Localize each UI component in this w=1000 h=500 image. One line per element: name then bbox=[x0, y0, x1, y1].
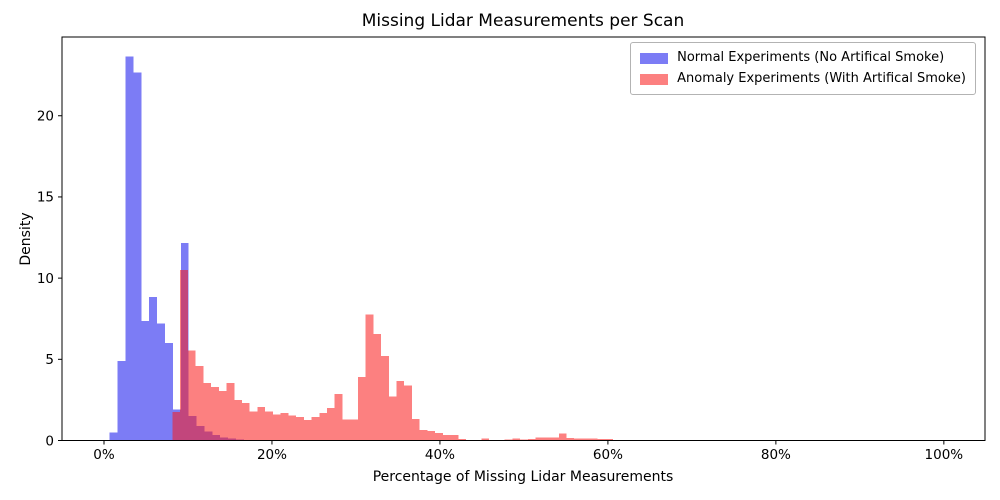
anomaly-bin-37 bbox=[458, 438, 467, 441]
legend-item-anomaly: Anomaly Experiments (With Artifical Smok… bbox=[640, 71, 966, 87]
anomaly-bin-8 bbox=[234, 399, 242, 441]
y-tick-label-0: 0 bbox=[45, 433, 54, 449]
normal-histogram-bars bbox=[109, 56, 244, 441]
anomaly-bin-49 bbox=[551, 437, 559, 441]
anomaly-bin-48 bbox=[543, 437, 552, 441]
x-tick-label-60%: 60% bbox=[593, 447, 623, 463]
y-tick-label-15: 15 bbox=[37, 190, 54, 206]
x-tick-label-0%: 0% bbox=[93, 447, 115, 463]
anomaly-bin-15 bbox=[288, 415, 297, 441]
anomaly-bin-14 bbox=[280, 412, 289, 441]
normal-bin-5 bbox=[149, 296, 158, 441]
anomaly-bin-0 bbox=[172, 412, 181, 441]
anomaly-bin-18 bbox=[311, 416, 320, 441]
anomaly-bin-25 bbox=[365, 314, 374, 441]
anomaly-bin-13 bbox=[272, 414, 281, 441]
anomaly-bin-26 bbox=[373, 334, 382, 441]
anomaly-bin-3 bbox=[195, 365, 204, 441]
anomaly-bin-17 bbox=[303, 420, 312, 441]
anomaly-bin-56 bbox=[605, 439, 613, 441]
anomaly-bin-24 bbox=[357, 377, 366, 441]
y-tick-label-5: 5 bbox=[45, 352, 54, 368]
anomaly-series-swatch bbox=[640, 73, 669, 85]
anomaly-bin-33 bbox=[427, 431, 436, 441]
anomaly-bin-16 bbox=[296, 416, 304, 441]
anomaly-bin-1 bbox=[180, 270, 188, 441]
anomaly-bin-23 bbox=[350, 419, 358, 441]
anomaly-bin-21 bbox=[334, 394, 343, 441]
anomaly-bin-52 bbox=[574, 438, 582, 441]
x-axis-label: Percentage of Missing Lidar Measurements bbox=[373, 469, 674, 485]
legend: Normal Experiments (No Artifical Smoke) … bbox=[630, 42, 976, 95]
anomaly-bin-12 bbox=[265, 411, 273, 441]
anomaly-bin-50 bbox=[558, 433, 567, 441]
anomaly-bin-4 bbox=[203, 382, 212, 441]
anomaly-bin-35 bbox=[442, 434, 451, 441]
anomaly-bin-9 bbox=[241, 403, 250, 441]
normal-bin-7 bbox=[164, 343, 173, 441]
anomaly-bin-55 bbox=[597, 438, 606, 441]
y-axis-label: Density bbox=[18, 212, 34, 265]
normal-bin-3 bbox=[133, 72, 142, 441]
y-tick-label-10: 10 bbox=[37, 271, 54, 287]
legend-label-normal: Normal Experiments (No Artifical Smoke) bbox=[677, 50, 945, 65]
anomaly-bin-10 bbox=[249, 411, 258, 441]
normal-series-swatch bbox=[640, 52, 669, 64]
x-tick-label-40%: 40% bbox=[425, 447, 455, 463]
y-tick-label-20: 20 bbox=[37, 109, 54, 125]
legend-label-anomaly: Anomaly Experiments (With Artifical Smok… bbox=[677, 71, 966, 86]
anomaly-bin-34 bbox=[435, 433, 443, 441]
anomaly-bin-36 bbox=[450, 434, 459, 441]
anomaly-bin-32 bbox=[419, 429, 428, 441]
anomaly-bin-19 bbox=[319, 412, 327, 441]
x-tick-label-20%: 20% bbox=[257, 447, 287, 463]
x-tick-label-100%: 100% bbox=[925, 447, 964, 463]
anomaly-bin-20 bbox=[326, 408, 335, 441]
normal-bin-2 bbox=[125, 56, 134, 441]
anomaly-bin-53 bbox=[581, 438, 590, 441]
anomaly-bin-22 bbox=[342, 419, 351, 441]
anomaly-bin-2 bbox=[187, 350, 196, 441]
anomaly-bin-51 bbox=[566, 438, 575, 441]
anomaly-bin-54 bbox=[589, 438, 598, 441]
anomaly-bin-6 bbox=[218, 390, 227, 441]
anomaly-bin-11 bbox=[257, 407, 266, 441]
axis-ticks: 0% 20% 40% 60% 80% 100% 0 5 10 15 20 bbox=[37, 109, 963, 463]
anomaly-bin-27 bbox=[381, 356, 389, 441]
anomaly-bin-47 bbox=[535, 437, 544, 441]
chart-title: Missing Lidar Measurements per Scan bbox=[362, 11, 685, 31]
normal-bin-1 bbox=[117, 360, 126, 441]
anomaly-bin-29 bbox=[396, 381, 405, 441]
anomaly-bin-44 bbox=[512, 438, 521, 441]
anomaly-bin-28 bbox=[388, 396, 397, 441]
anomaly-bin-31 bbox=[411, 418, 420, 441]
normal-bin-6 bbox=[157, 323, 165, 441]
normal-bin-4 bbox=[141, 321, 150, 441]
anomaly-bin-40 bbox=[481, 438, 490, 441]
x-tick-label-80%: 80% bbox=[761, 447, 791, 463]
legend-item-normal: Normal Experiments (No Artifical Smoke) bbox=[640, 50, 966, 66]
anomaly-bin-46 bbox=[527, 438, 536, 441]
anomaly-bin-7 bbox=[226, 382, 235, 441]
anomaly-bin-30 bbox=[404, 385, 412, 441]
anomaly-histogram-bars bbox=[172, 270, 613, 441]
normal-bin-0 bbox=[109, 432, 118, 441]
anomaly-bin-5 bbox=[211, 386, 219, 441]
plot-border bbox=[61, 36, 986, 441]
